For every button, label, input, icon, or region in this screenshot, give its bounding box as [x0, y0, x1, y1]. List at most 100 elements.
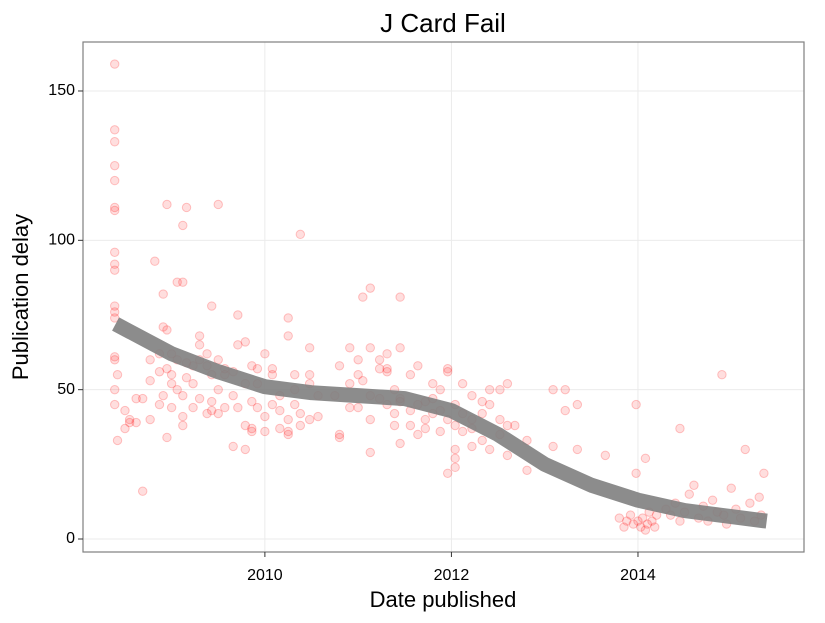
point: [304, 343, 315, 353]
point: [450, 444, 460, 455]
point: [358, 292, 368, 302]
point: [131, 417, 141, 428]
point: [600, 450, 611, 461]
point: [166, 402, 177, 413]
point: [413, 361, 423, 371]
point: [619, 522, 629, 532]
point: [631, 399, 641, 410]
point: [202, 408, 212, 419]
y-tick-label: 0: [66, 530, 75, 547]
point: [395, 292, 405, 302]
point: [290, 370, 300, 380]
point: [304, 414, 315, 425]
point: [194, 331, 205, 341]
point: [178, 220, 188, 231]
point: [510, 420, 520, 431]
point: [640, 525, 651, 535]
point: [233, 402, 243, 413]
point: [405, 370, 416, 380]
point: [477, 408, 487, 419]
point: [502, 378, 513, 389]
point: [365, 414, 375, 425]
point: [112, 435, 123, 446]
point: [283, 414, 293, 425]
point: [124, 414, 135, 425]
point: [120, 405, 130, 416]
point: [572, 444, 583, 455]
point: [365, 447, 375, 458]
point: [389, 408, 400, 419]
point: [495, 384, 505, 395]
point: [252, 402, 263, 413]
point: [110, 352, 120, 362]
point: [110, 59, 120, 69]
point: [442, 468, 453, 478]
point: [631, 468, 641, 478]
point: [572, 399, 583, 410]
point: [240, 420, 250, 431]
point: [726, 483, 736, 493]
point: [358, 376, 368, 386]
point: [435, 384, 445, 395]
point: [162, 432, 172, 443]
point: [162, 364, 172, 374]
point: [614, 513, 625, 523]
point: [283, 313, 293, 323]
point: [213, 384, 223, 395]
point: [334, 429, 345, 440]
point: [188, 402, 198, 413]
point: [345, 343, 355, 353]
point: [675, 423, 685, 434]
point: [110, 205, 120, 216]
point: [260, 349, 270, 359]
point: [365, 343, 375, 353]
point: [457, 378, 468, 389]
point: [162, 325, 172, 335]
point: [502, 420, 513, 431]
point: [181, 373, 192, 383]
point: [181, 202, 192, 213]
point: [145, 414, 155, 425]
point: [207, 301, 217, 311]
point: [110, 301, 120, 311]
point: [428, 378, 438, 389]
point: [374, 355, 385, 365]
x-tick-label: 2012: [434, 567, 470, 584]
point: [295, 420, 306, 431]
point: [484, 399, 495, 410]
point: [522, 465, 532, 476]
point: [484, 384, 495, 395]
point: [467, 441, 477, 452]
point: [313, 411, 323, 422]
point: [457, 426, 468, 437]
point: [622, 516, 632, 526]
point: [283, 331, 293, 341]
point: [413, 429, 423, 440]
point: [345, 402, 355, 413]
point: [260, 411, 270, 422]
point: [389, 420, 400, 431]
point: [188, 378, 198, 389]
point: [502, 450, 513, 461]
point: [110, 247, 120, 257]
point: [495, 414, 505, 425]
point: [717, 370, 727, 380]
point: [647, 516, 657, 526]
point: [628, 519, 639, 529]
point: [162, 199, 172, 210]
point: [290, 399, 300, 410]
point: [625, 510, 636, 520]
point: [120, 423, 130, 434]
point: [150, 256, 160, 266]
point: [382, 364, 392, 374]
point: [365, 283, 375, 293]
point: [345, 378, 355, 389]
point: [637, 513, 648, 523]
panel-border: [82, 41, 805, 553]
point: [334, 432, 345, 443]
point: [382, 349, 392, 359]
point: [295, 229, 306, 240]
point: [110, 125, 120, 135]
chart-title: J Card Fail: [380, 8, 506, 38]
